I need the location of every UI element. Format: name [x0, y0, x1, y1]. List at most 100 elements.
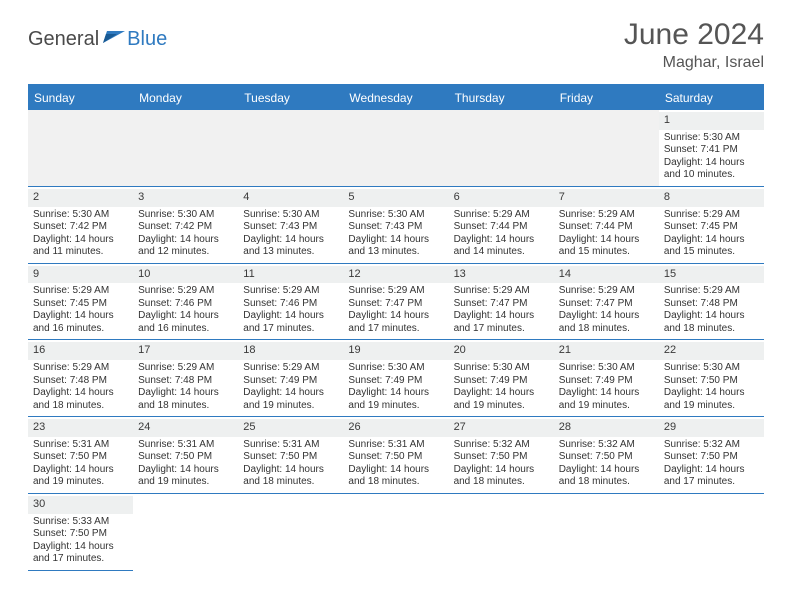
calendar-cell: 14Sunrise: 5:29 AMSunset: 7:47 PMDayligh… — [554, 264, 659, 340]
day-number-row: 26 — [343, 419, 448, 437]
sunrise-line: Sunrise: 5:29 AM — [138, 362, 233, 375]
calendar-cell: 5 Sunrise: 5:30 AMSunset: 7:43 PMDaylight… — [343, 187, 448, 263]
daylight-line: Daylight: 14 hours and 10 minutes. — [664, 157, 759, 182]
day-number-row: 22 — [659, 342, 764, 360]
header: General Blue June 2024 Maghar, Israel — [0, 0, 792, 80]
day-number-row: 29 — [659, 419, 764, 437]
sunset-line: Sunset: 7:49 PM — [454, 375, 549, 388]
calendar-cell: 26 Sunrise: 5:31 AMSunset: 7:50 PMDayligh… — [343, 417, 448, 493]
flag-icon — [103, 29, 125, 50]
calendar-cell: 2Sunrise: 5:30 AMSunset: 7:42 PMDaylight… — [28, 187, 133, 263]
sunset-line: Sunset: 7:43 PM — [348, 221, 443, 234]
day-number-row: 9 — [28, 266, 133, 284]
sunrise-line: Sunrise: 5:29 AM — [243, 285, 338, 298]
daylight-line: Daylight: 14 hours and 19 minutes. — [559, 387, 654, 412]
day-number-row: 12 — [343, 266, 448, 284]
calendar-week: 23Sunrise: 5:31 AMSunset: 7:50 PMDayligh… — [28, 417, 764, 494]
sunrise-line: Sunrise: 5:32 AM — [454, 439, 549, 452]
day-number: 29 — [664, 421, 676, 433]
sunrise-line: Sunrise: 5:30 AM — [348, 209, 443, 222]
daylight-line: Daylight: 14 hours and 17 minutes. — [33, 541, 128, 566]
day-number: 3 — [138, 191, 144, 203]
day-number: 8 — [664, 191, 670, 203]
sunrise-line: Sunrise: 5:32 AM — [664, 439, 759, 452]
sunrise-line: Sunrise: 5:29 AM — [33, 362, 128, 375]
calendar-cell — [133, 110, 238, 186]
day-number-row: 30 — [28, 496, 133, 514]
sunrise-line: Sunrise: 5:29 AM — [33, 285, 128, 298]
calendar-cell: 18Sunrise: 5:29 AMSunset: 7:49 PMDayligh… — [238, 340, 343, 416]
day-header-row: SundayMondayTuesdayWednesdayThursdayFrid… — [28, 86, 764, 110]
calendar-cell: 9Sunrise: 5:29 AMSunset: 7:45 PMDaylight… — [28, 264, 133, 340]
day-number-row: 23 — [28, 419, 133, 437]
calendar-cell — [238, 494, 343, 571]
day-number: 1 — [664, 114, 670, 126]
day-number-row: 6 — [449, 189, 554, 207]
sunset-line: Sunset: 7:47 PM — [559, 298, 654, 311]
day-number: 18 — [243, 344, 255, 356]
calendar-week: 2Sunrise: 5:30 AMSunset: 7:42 PMDaylight… — [28, 187, 764, 264]
day-number: 9 — [33, 268, 39, 280]
sunset-line: Sunset: 7:50 PM — [33, 451, 128, 464]
sunset-line: Sunset: 7:48 PM — [33, 375, 128, 388]
day-number-row: 21 — [554, 342, 659, 360]
sunset-line: Sunset: 7:48 PM — [138, 375, 233, 388]
calendar-cell: 13Sunrise: 5:29 AMSunset: 7:47 PMDayligh… — [449, 264, 554, 340]
sunset-line: Sunset: 7:50 PM — [33, 528, 128, 541]
day-number-row: 25 — [238, 419, 343, 437]
sunrise-line: Sunrise: 5:29 AM — [559, 209, 654, 222]
calendar-cell — [449, 110, 554, 186]
daylight-line: Daylight: 14 hours and 13 minutes. — [348, 234, 443, 259]
logo-text-general: General — [28, 28, 99, 51]
sunset-line: Sunset: 7:47 PM — [454, 298, 549, 311]
sunrise-line: Sunrise: 5:29 AM — [454, 285, 549, 298]
day-number: 17 — [138, 344, 150, 356]
sunset-line: Sunset: 7:50 PM — [348, 451, 443, 464]
sunrise-line: Sunrise: 5:29 AM — [243, 362, 338, 375]
sunrise-line: Sunrise: 5:30 AM — [664, 362, 759, 375]
daylight-line: Daylight: 14 hours and 18 minutes. — [348, 464, 443, 489]
calendar-cell: 10Sunrise: 5:29 AMSunset: 7:46 PMDayligh… — [133, 264, 238, 340]
calendar-cell: 21Sunrise: 5:30 AMSunset: 7:49 PMDayligh… — [554, 340, 659, 416]
daylight-line: Daylight: 14 hours and 17 minutes. — [348, 310, 443, 335]
calendar-cell: 28Sunrise: 5:32 AMSunset: 7:50 PMDayligh… — [554, 417, 659, 493]
sunrise-line: Sunrise: 5:29 AM — [454, 209, 549, 222]
day-number-row: 3 — [133, 189, 238, 207]
day-number-row: 5 — [343, 189, 448, 207]
sunrise-line: Sunrise: 5:29 AM — [138, 285, 233, 298]
calendar-cell: 16Sunrise: 5:29 AMSunset: 7:48 PMDayligh… — [28, 340, 133, 416]
daylight-line: Daylight: 14 hours and 19 minutes. — [454, 387, 549, 412]
daylight-line: Daylight: 14 hours and 19 minutes. — [348, 387, 443, 412]
day-number: 20 — [454, 344, 466, 356]
daylight-line: Daylight: 14 hours and 18 minutes. — [559, 464, 654, 489]
sunset-line: Sunset: 7:43 PM — [243, 221, 338, 234]
sunset-line: Sunset: 7:49 PM — [559, 375, 654, 388]
sunrise-line: Sunrise: 5:31 AM — [348, 439, 443, 452]
daylight-line: Daylight: 14 hours and 19 minutes. — [664, 387, 759, 412]
calendar-cell: 12Sunrise: 5:29 AMSunset: 7:47 PMDayligh… — [343, 264, 448, 340]
day-number: 22 — [664, 344, 676, 356]
location-label: Maghar, Israel — [624, 54, 764, 72]
sunrise-line: Sunrise: 5:30 AM — [348, 362, 443, 375]
sunset-line: Sunset: 7:50 PM — [559, 451, 654, 464]
calendar-cell — [554, 110, 659, 186]
sunset-line: Sunset: 7:50 PM — [664, 451, 759, 464]
day-number-row: 19 — [343, 342, 448, 360]
calendar-cell — [133, 494, 238, 571]
sunrise-line: Sunrise: 5:30 AM — [138, 209, 233, 222]
sunset-line: Sunset: 7:46 PM — [243, 298, 338, 311]
day-number-row: 10 — [133, 266, 238, 284]
day-number-row: 24 — [133, 419, 238, 437]
day-number: 25 — [243, 421, 255, 433]
sunset-line: Sunset: 7:46 PM — [138, 298, 233, 311]
day-number: 11 — [243, 268, 254, 280]
calendar-cell: 11Sunrise: 5:29 AMSunset: 7:46 PMDayligh… — [238, 264, 343, 340]
sunset-line: Sunset: 7:50 PM — [664, 375, 759, 388]
sunset-line: Sunset: 7:42 PM — [138, 221, 233, 234]
sunrise-line: Sunrise: 5:32 AM — [559, 439, 654, 452]
sunset-line: Sunset: 7:50 PM — [454, 451, 549, 464]
calendar-cell: 25Sunrise: 5:31 AMSunset: 7:50 PMDayligh… — [238, 417, 343, 493]
daylight-line: Daylight: 14 hours and 15 minutes. — [559, 234, 654, 259]
daylight-line: Daylight: 14 hours and 13 minutes. — [243, 234, 338, 259]
day-number: 2 — [33, 191, 39, 203]
